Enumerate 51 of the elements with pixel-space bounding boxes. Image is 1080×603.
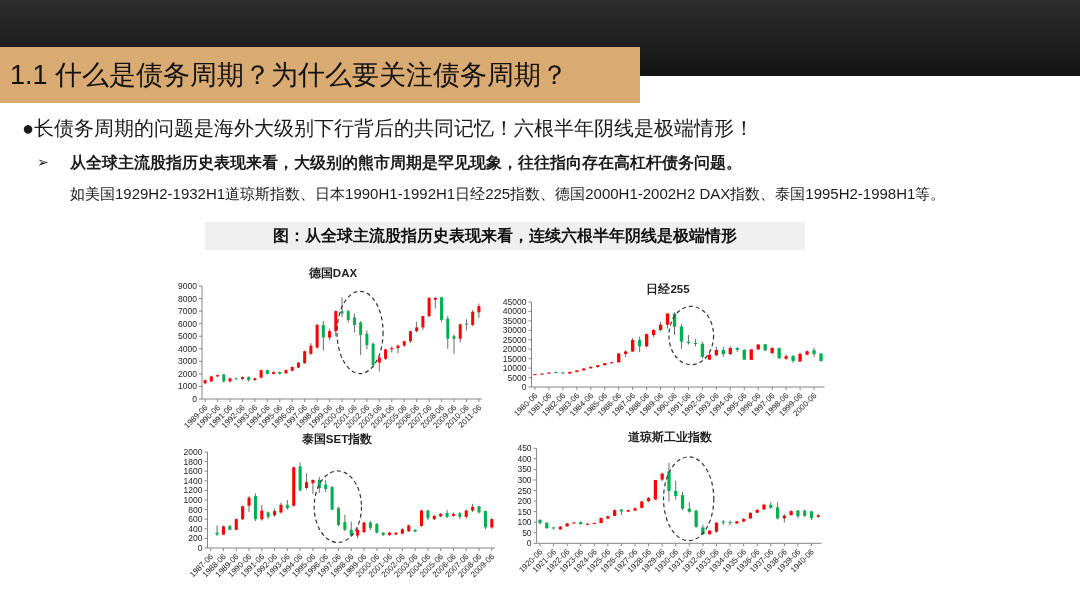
chart-title: 德国DAX [307, 267, 358, 279]
y-tick-label: 8000 [178, 293, 198, 304]
y-tick-label: 10000 [502, 363, 527, 374]
text: 1.1 什么是债务周期？为什么要关注债务周期？ [10, 59, 569, 92]
y-tick-label: 20000 [502, 344, 527, 355]
y-tick-label: 35000 [502, 315, 527, 326]
y-tick-label: 0 [197, 543, 203, 553]
y-tick-label: 0 [526, 538, 532, 549]
y-tick-label: 1000 [178, 381, 198, 392]
text: 如美国1929H2-1932H1道琼斯指数、日本1990H1-1992H1日经225指数、德国2000H1-2002H2 DAX指数、泰国1995H2-1998H1等。 [70, 184, 946, 204]
y-tick-label: 400 [188, 523, 203, 534]
y-tick-label: 300 [517, 474, 532, 485]
y-tick-label: 2000 [183, 447, 203, 457]
y-tick-label: 40000 [502, 306, 527, 317]
y-tick-label: 45000 [502, 297, 527, 307]
text: 图：从全球主流股指历史表现来看，连续六根半年阴线是极端情形 [273, 227, 737, 244]
y-tick-label: 6000 [178, 318, 198, 329]
y-tick-label: 400 [517, 453, 532, 464]
y-tick-label: 250 [517, 485, 532, 496]
y-tick-label: 3000 [178, 356, 198, 367]
y-tick-label: 5000 [178, 331, 198, 342]
chart-title: 道琼斯工业指数 [628, 430, 713, 444]
y-tick-label: 450 [517, 443, 532, 454]
text: 从全球主流股指历史表现来看，大级别的熊市周期是罕见现象，往往指向存在高杠杆债务问题。 [70, 153, 742, 173]
y-tick-label: 100 [517, 517, 532, 528]
y-tick-label: 0 [192, 394, 198, 404]
text: ➢ [37, 153, 49, 172]
y-tick-label: 200 [517, 496, 532, 507]
y-tick-label: 600 [188, 514, 203, 525]
y-tick-label: 1200 [183, 485, 203, 496]
y-tick-label: 5000 [507, 372, 527, 383]
chart-title: 泰国SET指数 [300, 432, 374, 446]
y-tick-label: 1800 [183, 456, 203, 467]
text: ●长债务周期的问题是海外大级别下行背后的共同记忆！六根半年阴线是极端情形！ [22, 116, 755, 141]
y-tick-label: 1400 [183, 475, 203, 486]
y-tick-label: 800 [188, 504, 203, 515]
y-tick-label: 15000 [502, 353, 527, 364]
y-tick-label: 50 [522, 527, 532, 538]
y-tick-label: 7000 [178, 306, 198, 317]
y-tick-label: 1000 [183, 495, 203, 505]
y-tick-label: 2000 [178, 368, 198, 379]
y-tick-label: 1600 [183, 466, 203, 477]
y-tick-label: 350 [517, 464, 532, 475]
chart-title: 日经255 [646, 283, 691, 295]
y-tick-label: 4000 [178, 343, 198, 354]
y-tick-label: 150 [517, 506, 532, 517]
y-tick-label: 25000 [502, 334, 527, 345]
y-tick-label: 9000 [178, 281, 198, 291]
y-tick-label: 0 [521, 382, 527, 392]
y-tick-label: 200 [188, 533, 203, 544]
y-tick-label: 30000 [502, 325, 527, 336]
